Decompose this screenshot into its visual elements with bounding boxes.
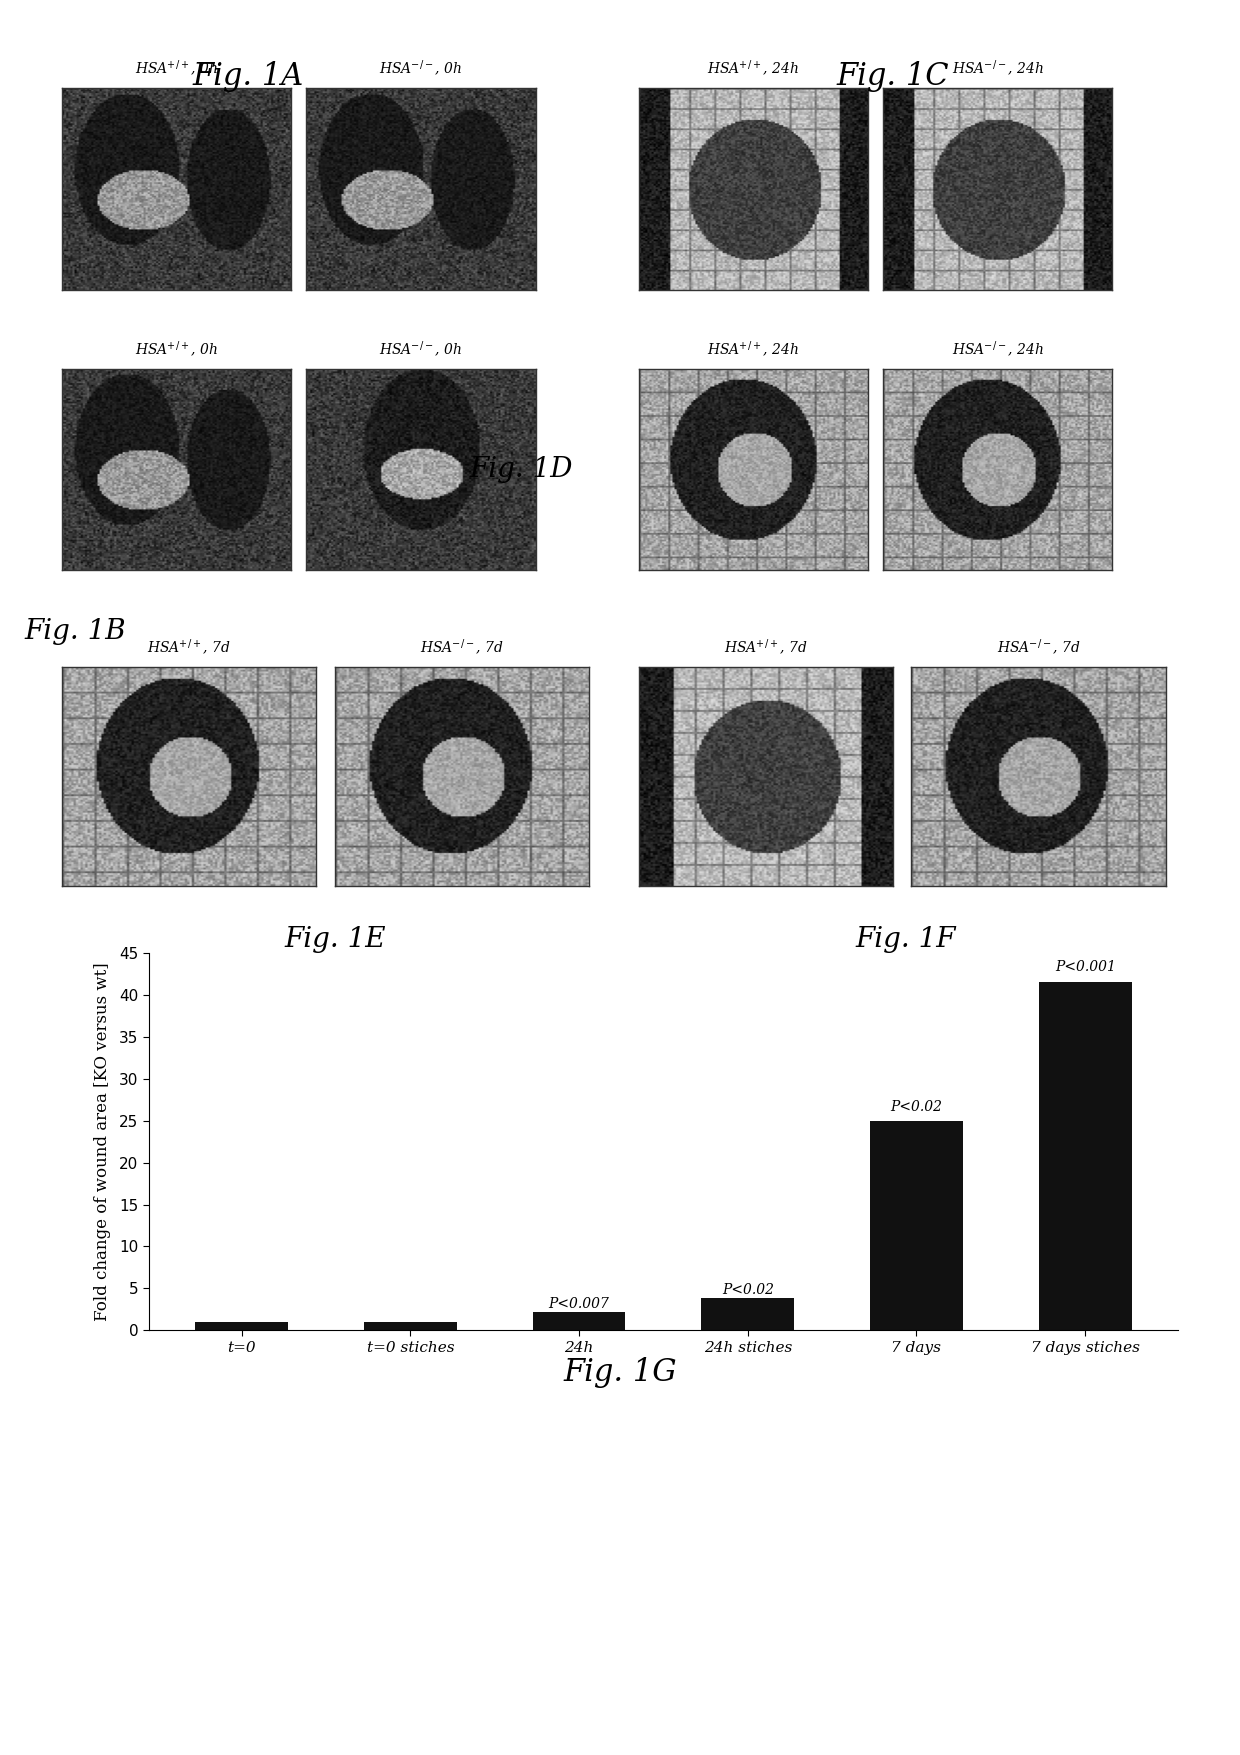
Bar — [533, 1311, 625, 1330]
Text: Fig. 1D: Fig. 1D — [469, 456, 573, 483]
Text: HSA$^{-/-}$, 7d: HSA$^{-/-}$, 7d — [997, 639, 1080, 658]
Bar — [702, 1299, 794, 1330]
Text: HSA$^{-/-}$, 24h: HSA$^{-/-}$, 24h — [951, 60, 1044, 79]
Text: HSA$^{+/+}$, 0h: HSA$^{+/+}$, 0h — [135, 340, 218, 360]
Bar — [363, 1322, 456, 1330]
Text: P<0.02: P<0.02 — [890, 1100, 942, 1114]
Text: HSA$^{+/+}$, 24h: HSA$^{+/+}$, 24h — [707, 60, 800, 79]
Y-axis label: Fold change of wound area [KO versus wt]: Fold change of wound area [KO versus wt] — [94, 962, 110, 1322]
Text: HSA$^{-/-}$, 0h: HSA$^{-/-}$, 0h — [379, 340, 463, 360]
Text: P<0.001: P<0.001 — [1055, 960, 1116, 974]
Text: HSA$^{-/-}$, 0h: HSA$^{-/-}$, 0h — [379, 60, 463, 79]
Text: P<0.02: P<0.02 — [722, 1283, 774, 1297]
Text: Fig. 1G: Fig. 1G — [563, 1357, 677, 1388]
Bar — [195, 1322, 288, 1330]
Text: Fig. 1B: Fig. 1B — [25, 618, 126, 644]
Text: P<0.007: P<0.007 — [548, 1297, 610, 1311]
Text: HSA$^{+/+}$, 0h: HSA$^{+/+}$, 0h — [135, 60, 218, 79]
Bar — [1039, 983, 1132, 1330]
Text: Fig. 1A: Fig. 1A — [192, 61, 304, 93]
Bar — [870, 1121, 963, 1330]
Text: Fig. 1C: Fig. 1C — [837, 61, 949, 93]
Text: HSA$^{+/+}$, 7d: HSA$^{+/+}$, 7d — [724, 639, 807, 658]
Text: HSA$^{+/+}$, 7d: HSA$^{+/+}$, 7d — [148, 639, 231, 658]
Text: Fig. 1E: Fig. 1E — [284, 927, 386, 953]
Text: HSA$^{-/-}$, 7d: HSA$^{-/-}$, 7d — [420, 639, 503, 658]
Text: HSA$^{+/+}$, 24h: HSA$^{+/+}$, 24h — [707, 340, 800, 360]
Text: Fig. 1F: Fig. 1F — [854, 927, 956, 953]
Text: HSA$^{-/-}$, 24h: HSA$^{-/-}$, 24h — [951, 340, 1044, 360]
